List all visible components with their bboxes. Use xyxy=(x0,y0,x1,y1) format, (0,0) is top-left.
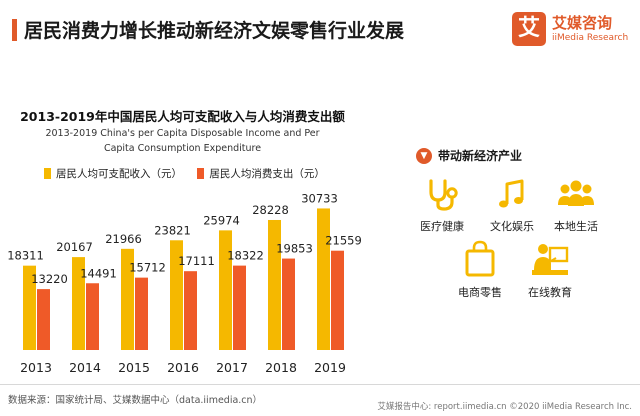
panel-heading: ▼ 带动新经济产业 xyxy=(416,147,522,164)
legend-label-expenditure: 居民人均消费支出（元） xyxy=(209,168,325,180)
page-title: 居民消费力增长推动新经济文娱零售行业发展 xyxy=(24,20,405,42)
bar-income-2017 xyxy=(219,230,232,350)
x-tick-label-2019: 2019 xyxy=(314,360,346,375)
logo-mark: 艾 xyxy=(512,12,546,46)
industry-item-online-education: 在线教育 xyxy=(510,240,590,300)
legend-label-income: 居民人均可支配收入（元） xyxy=(56,168,182,180)
legend-item-income: 居民人均可支配收入（元） xyxy=(44,166,182,181)
industry-item-ecommerce: 电商零售 xyxy=(440,240,520,300)
shopping-bag-icon xyxy=(465,240,495,277)
chart-title: 2013-2019年中国居民人均可支配收入与人均消费支出额 xyxy=(20,109,345,124)
legend-swatch-income xyxy=(44,168,51,179)
bar-income-2016 xyxy=(170,240,183,350)
bar-expenditure-2014 xyxy=(86,283,99,350)
data-label-income-2018: 28228 xyxy=(252,203,289,217)
data-label-income-2017: 25974 xyxy=(203,213,240,227)
industry-label-entertainment: 文化娱乐 xyxy=(490,220,534,233)
industry-item-healthcare: 医疗健康 xyxy=(402,178,482,234)
stethoscope-icon xyxy=(429,179,458,211)
bar-expenditure-2016 xyxy=(184,271,197,350)
bar-chart: 18311 13220 2013 20167 14491 2014 21966 15712 20… xyxy=(7,191,362,375)
bar-expenditure-2013 xyxy=(37,289,50,350)
data-label-expenditure-2019: 21559 xyxy=(325,234,362,248)
bar-expenditure-2019 xyxy=(331,250,344,350)
data-label-expenditure-2015: 15712 xyxy=(129,261,166,275)
industry-label-ecommerce: 电商零售 xyxy=(458,286,502,299)
bar-income-2013 xyxy=(23,265,36,350)
x-tick-label-2014: 2014 xyxy=(69,360,101,375)
logo-name-cn: 艾媒咨询 xyxy=(552,14,613,32)
bar-income-2018 xyxy=(268,219,281,350)
brand-logo: 艾 艾媒咨询 iiMedia Research xyxy=(512,10,632,50)
title-accent-bar xyxy=(12,19,17,41)
bar-income-2014 xyxy=(72,257,85,350)
bar-income-2019 xyxy=(317,208,330,350)
logo-name-en: iiMedia Research xyxy=(552,33,629,43)
data-label-expenditure-2018: 19853 xyxy=(276,242,313,256)
legend-swatch-expenditure xyxy=(197,168,205,179)
data-label-income-2013: 18311 xyxy=(7,249,44,263)
bar-expenditure-2017 xyxy=(233,265,246,350)
data-label-income-2015: 21966 xyxy=(105,232,142,246)
data-label-expenditure-2017: 18322 xyxy=(227,249,264,263)
legend-item-expenditure: 居民人均消费支出（元） xyxy=(197,166,325,181)
bar-income-2015 xyxy=(121,248,134,350)
x-tick-label-2015: 2015 xyxy=(118,360,150,375)
footer-divider xyxy=(0,384,640,385)
panel-heading-text: 带动新经济产业 xyxy=(438,149,523,163)
industry-label-healthcare: 医疗健康 xyxy=(420,220,464,233)
industry-item-entertainment: 文化娱乐 xyxy=(472,178,552,234)
x-tick-label-2018: 2018 xyxy=(265,360,297,375)
data-label-income-2019: 30733 xyxy=(301,191,338,205)
x-tick-label-2013: 2013 xyxy=(20,360,52,375)
online-teacher-icon xyxy=(532,244,569,275)
chart-subtitle: 2013-2019 China's per Capita Disposable … xyxy=(45,128,320,154)
data-label-expenditure-2013: 13220 xyxy=(31,272,68,286)
data-source-note: 数据来源：国家统计局、艾媒数据中心（data.iimedia.cn） xyxy=(8,395,263,406)
people-icon xyxy=(558,180,594,206)
bar-expenditure-2015 xyxy=(135,277,148,350)
chevron-down-icon: ▼ xyxy=(416,147,432,164)
data-label-expenditure-2014: 14491 xyxy=(80,266,117,280)
data-label-income-2016: 23821 xyxy=(154,223,191,237)
x-tick-label-2016: 2016 xyxy=(167,360,199,375)
industry-item-local-life: 本地生活 xyxy=(536,178,616,234)
music-note-icon xyxy=(499,179,524,208)
industry-label-local-life: 本地生活 xyxy=(554,220,598,233)
data-label-income-2014: 20167 xyxy=(56,240,93,254)
bar-expenditure-2018 xyxy=(282,258,295,350)
industry-label-online-education: 在线教育 xyxy=(528,286,572,299)
footer-report-credit: 艾媒报告中心: report.iimedia.cn ©2020 iiMedia … xyxy=(377,402,632,412)
chart-legend: 居民人均可支配收入（元） 居民人均消费支出（元） xyxy=(44,166,337,182)
data-label-expenditure-2016: 17111 xyxy=(178,254,215,268)
x-tick-label-2017: 2017 xyxy=(216,360,248,375)
